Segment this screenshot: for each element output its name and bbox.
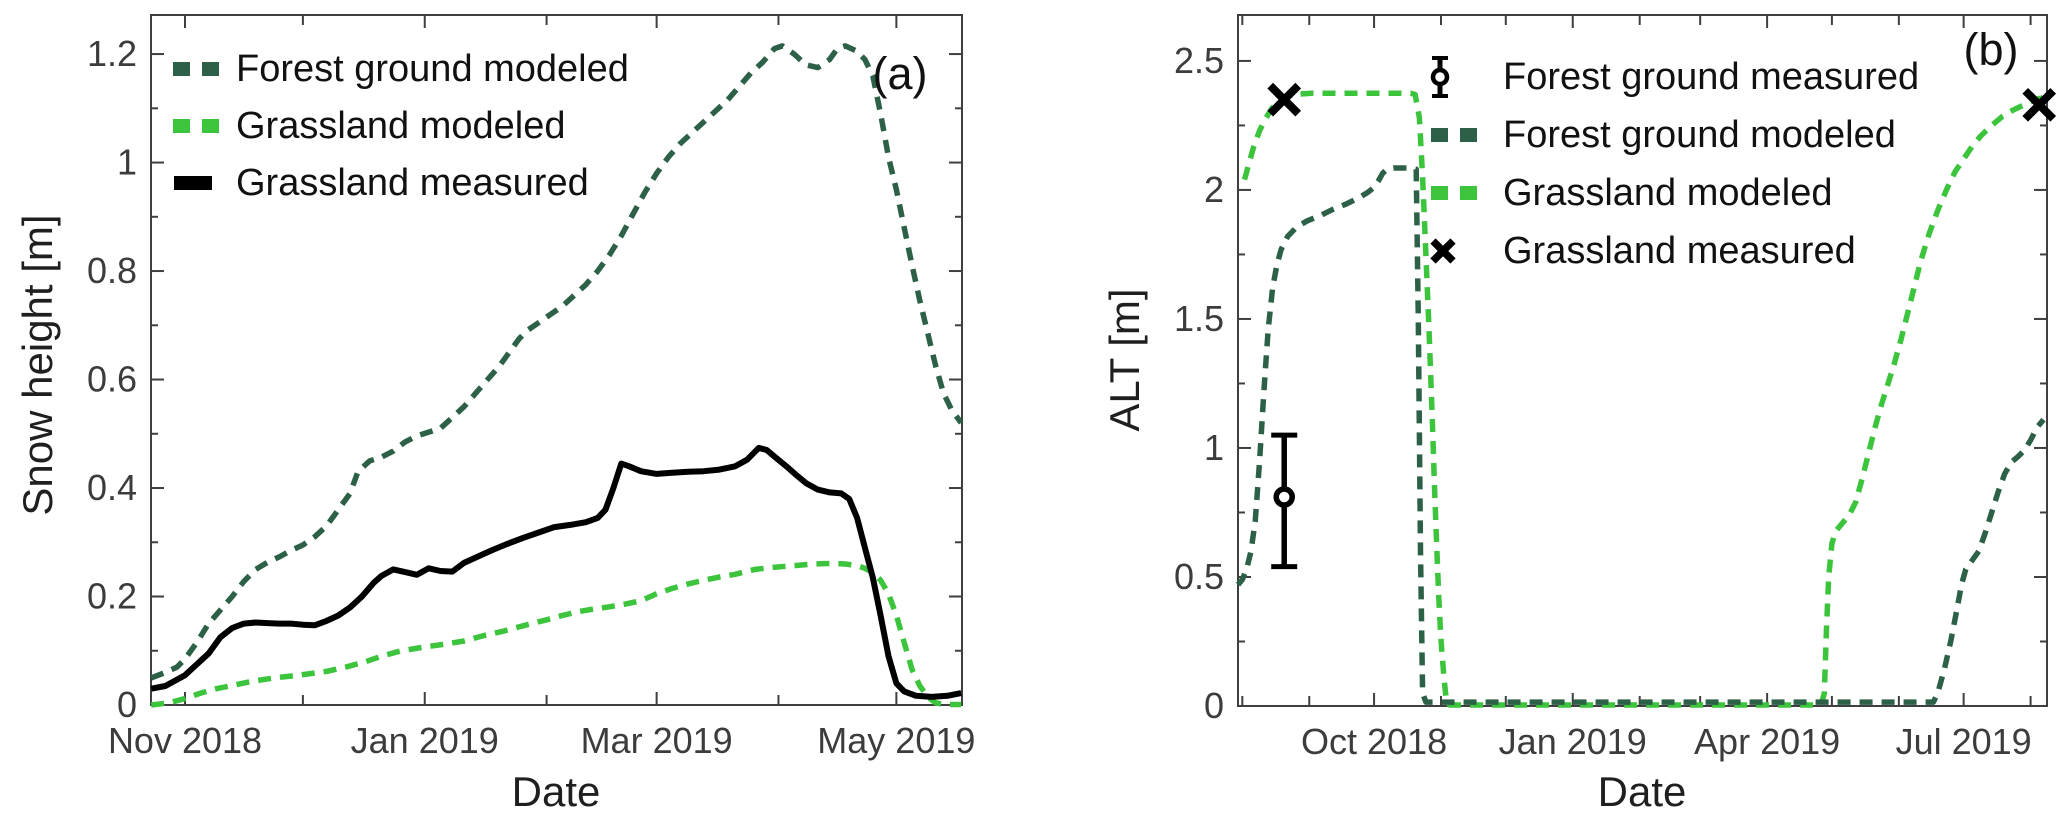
legend-label: Grassland modeled	[1503, 172, 1833, 214]
legend-x-marker-icon	[1430, 238, 1456, 264]
y-tick-label: 0.6	[87, 359, 137, 400]
legend-dash-icon	[1431, 128, 1481, 142]
y-axis-label-b: ALT [m]	[1101, 288, 1148, 432]
legend-label: Forest ground measured	[1503, 56, 1920, 98]
legend-label: Forest ground modeled	[236, 47, 629, 90]
legend-b: Forest ground measured Forest ground mode…	[1428, 48, 1919, 280]
axis-box-b	[1237, 14, 2048, 707]
y-tick-label: 1	[117, 142, 137, 183]
legend-solid-line-icon	[174, 175, 212, 190]
legend-errorbar-icon	[1430, 56, 1450, 98]
legend-label: Grassland modeled	[236, 104, 566, 147]
legend-marker	[1428, 127, 1503, 143]
x-axis-label-a: Date	[511, 768, 601, 815]
series-line-grassland-measured	[150, 444, 962, 700]
legend-item-forest-ground-modeled: Forest ground modeled	[1428, 106, 1919, 164]
legend-label: Forest ground modeled	[1503, 114, 1896, 156]
x-tick-label: Nov 2018	[108, 720, 262, 761]
series-line-grassland-modeled	[1241, 90, 2047, 708]
y-tick-label: 0.4	[87, 467, 137, 508]
x-tick-label: Mar 2019	[581, 720, 733, 761]
marker-grassland-measured-x2	[1267, 82, 1302, 117]
legend-item-grassland-measured: Grassland measured	[170, 154, 629, 211]
legend-marker	[1428, 236, 1503, 266]
legend-item-forest-ground-modeled: Forest ground modeled	[170, 40, 629, 97]
y-tick-label: 0	[117, 684, 137, 725]
legend-marker	[1428, 185, 1503, 201]
legend-marker	[1428, 53, 1503, 101]
legend-item-grassland-measured: Grassland measured	[1428, 222, 1919, 280]
series-line-grassland-modeled	[150, 560, 962, 708]
legend-item-forest-ground-measured: Forest ground measured	[1428, 48, 1919, 106]
legend-marker	[170, 175, 236, 191]
marker-forest-ground-measured-point	[1273, 486, 1295, 508]
y-tick-label: 2.5	[1174, 40, 1224, 81]
marker-grassland-measured-x2	[2022, 87, 2057, 122]
x-tick-label: Oct 2018	[1301, 721, 1447, 762]
series-line-forest-ground-modeled	[1235, 165, 2046, 705]
x-axis-label-b: Date	[1597, 768, 1687, 815]
x-tick-label: Jul 2019	[1896, 721, 2032, 762]
y-tick-label: 1	[1204, 427, 1224, 468]
panel-letter-b: (b)	[1963, 24, 2019, 75]
legend-dash-icon	[1431, 186, 1481, 200]
y-tick-label: 0.5	[1174, 556, 1224, 597]
series-line-forest-ground-modeled	[150, 43, 964, 681]
chart-panel-a: Nov 2018 Jan 2019 Mar 2019 May 2019 0 0.2 0.4 0…	[87, 14, 975, 761]
legend-dash-icon	[173, 61, 223, 76]
legend-dash-icon	[173, 118, 223, 133]
legend-label: Grassland measured	[236, 161, 589, 204]
x-tick-label: Apr 2019	[1694, 721, 1840, 762]
y-axis-label-a: Snow height [m]	[14, 214, 61, 516]
chart-panel-b: Oct 2018 Jan 2019 Apr 2019 Jul 2019 0 0.5 1 1.5…	[1174, 14, 2057, 762]
y-tick-label: 1.2	[87, 33, 137, 74]
legend-a: Forest ground modeled Grassland modeled Gr…	[170, 40, 629, 211]
y-tick-label: 0	[1204, 685, 1224, 726]
panel-letter-a: (a)	[872, 48, 928, 99]
legend-marker	[170, 118, 236, 134]
legend-item-grassland-modeled: Grassland modeled	[170, 97, 629, 154]
x-tick-label: Jan 2019	[1499, 721, 1647, 762]
y-tick-label: 0.2	[87, 576, 137, 617]
x-tick-label: Jan 2019	[351, 720, 499, 761]
y-tick-label: 0.8	[87, 250, 137, 291]
legend-item-grassland-modeled: Grassland modeled	[1428, 164, 1919, 222]
y-tick-label: 1.5	[1174, 298, 1224, 339]
legend-marker	[170, 61, 236, 77]
axis-box-a	[150, 14, 963, 706]
y-tick-label: 2	[1204, 169, 1224, 210]
legend-label: Grassland measured	[1503, 230, 1856, 272]
x-tick-label: May 2019	[817, 720, 975, 761]
